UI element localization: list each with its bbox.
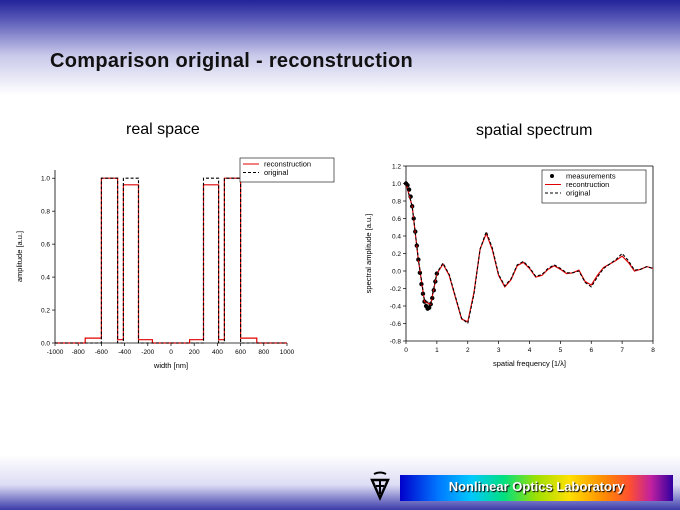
real-space-x-tick-label: 400 xyxy=(212,349,223,356)
real-space-y-tick-label: 0.8 xyxy=(41,209,50,216)
spectrum-y-tick-label: -0.4 xyxy=(390,304,402,311)
spectrum-y-tick-label: 0.8 xyxy=(392,199,401,206)
spectrum-y-tick-label: -0.8 xyxy=(390,339,402,346)
spectrum-y-tick-label: 0.4 xyxy=(392,234,401,241)
real-space-y-tick-label: 0.6 xyxy=(41,242,50,249)
spectrum-y-tick-label: -0.6 xyxy=(390,321,402,328)
spectrum-legend-box xyxy=(541,169,647,204)
real-space-x-axis-label: width [nm] xyxy=(153,361,188,370)
real-space-x-tick-label: -800 xyxy=(72,349,85,356)
spectrum-x-tick-label: 5 xyxy=(559,347,563,354)
spectrum-x-axis-label: spatial frequency [1/λ] xyxy=(493,359,566,368)
real-space-legend-box xyxy=(239,157,335,183)
real-space-x-tick-label: 0 xyxy=(169,349,173,356)
spectrum-legend-swatch xyxy=(550,174,554,178)
lab-banner: Nonlinear Optics Laboratory xyxy=(400,475,673,501)
spectrum-y-axis-label: spectral amplitude [a.u.] xyxy=(364,214,373,294)
spectrum-y-tick-label: 0.2 xyxy=(392,251,401,258)
real-space-x-tick-label: -200 xyxy=(141,349,154,356)
real-space-chart: -1000 -800 -600 -400 -200 0 200 400 600 800 1000 0.… xyxy=(15,157,335,370)
spectrum-y-tick-label: 1.2 xyxy=(392,164,401,171)
left-chart-heading: real space xyxy=(126,121,200,138)
spectrum-legend-label: recontruction xyxy=(566,180,609,189)
technion-logo-icon xyxy=(370,471,390,501)
real-space-x-tick-label: -1000 xyxy=(47,349,64,356)
spectrum-x-tick-label: 3 xyxy=(497,347,501,354)
real-space-series-original xyxy=(55,177,287,344)
real-space-y-tick-label: 0.2 xyxy=(41,308,50,315)
spectrum-x-tick-label: 0 xyxy=(404,347,408,354)
real-space-y-tick-label: 0.4 xyxy=(41,275,50,282)
spectrum-data-point xyxy=(426,305,432,310)
spectrum-series-recontruction xyxy=(405,183,654,323)
spectrum-y-tick-label: 0.0 xyxy=(392,269,401,276)
spectrum-x-tick-label: 2 xyxy=(466,347,470,354)
real-space-x-tick-label: 200 xyxy=(189,349,200,356)
spectrum-x-tick-label: 7 xyxy=(620,347,624,354)
spectrum-series-original xyxy=(405,183,654,325)
slide-title: Comparison original - reconstruction xyxy=(50,50,414,72)
real-space-y-tick-label: 1.0 xyxy=(41,176,50,183)
spectrum-y-tick-label: 1.0 xyxy=(392,181,401,188)
real-space-x-tick-label: 600 xyxy=(235,349,246,356)
real-space-legend-label: original xyxy=(264,168,289,177)
spectrum-x-tick-label: 4 xyxy=(528,347,532,354)
real-space-x-tick-label: 1000 xyxy=(280,349,295,356)
real-space-y-axis-label: amplitude [a.u.] xyxy=(15,231,24,282)
right-chart-heading: spatial spectrum xyxy=(476,122,593,139)
spectrum-x-tick-label: 6 xyxy=(589,347,593,354)
spectrum-x-tick-label: 8 xyxy=(651,347,655,354)
spectrum-y-tick-label: 0.6 xyxy=(392,216,401,223)
real-space-x-tick-label: -400 xyxy=(118,349,131,356)
real-space-x-tick-label: 800 xyxy=(258,349,269,356)
spectrum-x-tick-label: 1 xyxy=(435,347,439,354)
lab-name: Nonlinear Optics Laboratory xyxy=(448,479,625,494)
spectrum-y-tick-label: -0.2 xyxy=(390,286,402,293)
spectrum-legend-label: measurements xyxy=(566,172,616,181)
real-space-x-tick-label: -600 xyxy=(95,349,108,356)
spectrum-legend-label: original xyxy=(566,189,591,198)
spatial-spectrum-chart: 0 1 2 3 4 5 6 7 8 -0.8 -0.6 -0.4 -0.2 0.0 0.2 0.4 0.6 0.8… xyxy=(364,164,655,369)
real-space-y-tick-label: 0.0 xyxy=(41,341,50,348)
real-space-legend-label: reconstruction xyxy=(264,160,311,169)
real-space-series-reconstruction xyxy=(55,177,287,344)
